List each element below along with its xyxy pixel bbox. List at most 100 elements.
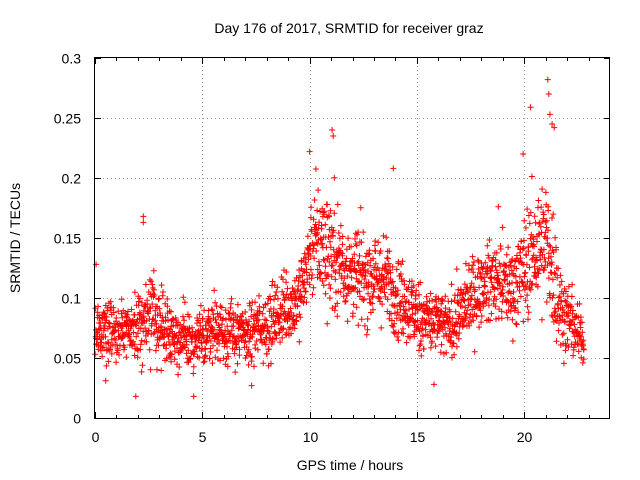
data-point [175,371,182,378]
data-point [280,325,287,332]
data-point [323,273,330,279]
data-point [541,266,548,273]
data-point [528,173,535,180]
data-point [211,326,217,333]
data-point [522,269,529,276]
data-point [474,257,481,264]
data-point [461,297,468,304]
data-point [209,307,216,314]
data-point [251,363,257,370]
data-point [361,322,368,329]
data-point [146,276,153,283]
data-point [372,238,379,245]
data-point [555,265,562,272]
data-point [232,369,239,376]
data-point [225,353,232,360]
data-point [121,344,128,351]
data-point [514,298,521,305]
data-point [419,325,426,332]
data-point [481,290,487,296]
data-point [365,290,372,297]
data-point [222,307,229,314]
data-point [200,359,207,366]
data-point [315,225,322,232]
data-point [467,301,474,308]
data-point [260,360,267,367]
data-point [216,324,223,331]
data-point [432,343,439,350]
data-point [565,312,572,319]
data-point [485,252,492,259]
data-point [544,76,551,83]
data-point [227,300,234,307]
data-point [393,315,400,322]
data-point [245,322,252,329]
data-point [343,255,350,262]
data-point [455,335,462,342]
data-point [318,270,324,277]
data-point [169,316,176,323]
data-point [130,329,137,336]
data-point [412,302,419,309]
data-point [403,313,410,320]
data-point [220,315,227,322]
data-point [334,300,341,307]
data-point [524,292,531,299]
data-point [212,316,219,323]
data-point [126,316,132,323]
data-point [525,309,532,316]
data-point [316,219,323,226]
data-point [118,310,125,317]
data-point [570,352,577,359]
data-point [104,339,111,346]
data-point [171,341,178,348]
data-point [293,274,300,281]
data-point [568,320,575,326]
data-point [488,310,495,317]
data-point [99,353,106,360]
data-point [202,352,209,359]
data-point [562,297,569,304]
data-point [504,314,511,321]
data-point [554,300,561,307]
data-point [210,342,216,349]
data-point [549,276,556,283]
data-point [380,279,387,285]
data-point [409,311,416,318]
data-point [329,262,336,269]
data-point [376,295,383,302]
data-point [550,211,557,218]
data-point [489,262,496,269]
data-point [268,314,275,320]
data-point [269,278,276,285]
data-point [352,268,359,275]
data-point [201,353,208,360]
data-point [268,323,275,330]
data-point [110,309,117,316]
data-point [165,332,172,339]
data-point [92,351,99,358]
data-point [547,269,554,276]
data-point [466,322,473,329]
data-point [367,262,374,269]
data-point [409,289,416,296]
data-point [563,298,570,305]
data-point [398,261,405,268]
data-point [256,292,262,299]
data-point [492,256,499,263]
data-point [417,279,424,286]
data-point [178,334,185,341]
data-point [197,302,204,309]
data-point [487,317,493,324]
data-point [534,238,540,245]
data-point [554,274,561,281]
data-point [253,338,260,344]
data-point [388,279,395,286]
data-point [160,334,167,341]
data-point [372,260,379,267]
data-point [156,305,163,312]
data-point [242,309,249,315]
data-point [146,346,153,353]
data-point [524,303,531,310]
data-point [196,311,203,318]
